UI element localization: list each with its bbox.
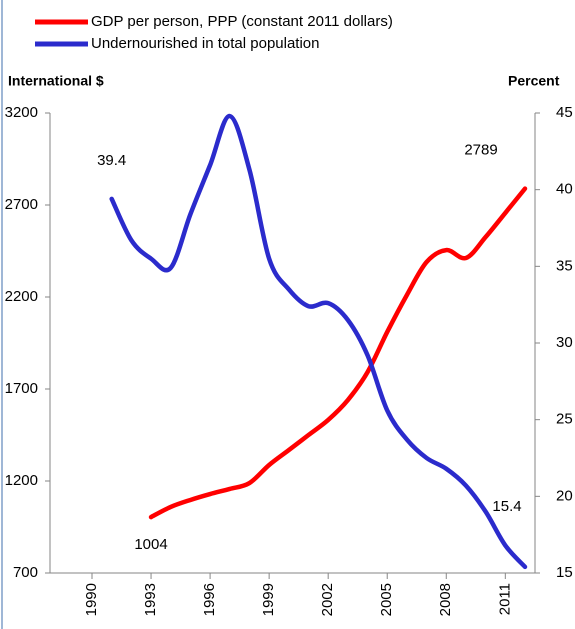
- y-tick-label: 1700: [5, 380, 38, 397]
- x-tick-label: 1999: [260, 583, 277, 616]
- y-axis-title: International $: [8, 73, 104, 89]
- y-tick-label: 700: [13, 564, 38, 581]
- data-line: [109, 113, 528, 570]
- y2-tick-label: 30: [556, 334, 573, 351]
- y2-tick-label: 35: [556, 257, 573, 274]
- y2-tick-label: 15: [556, 564, 573, 581]
- x-tick-label: 2008: [437, 583, 454, 616]
- data-line: [148, 186, 528, 520]
- x-tick-label: 1993: [142, 583, 159, 616]
- data-label: 1004: [134, 536, 167, 553]
- y2-tick-label: 25: [556, 411, 573, 428]
- y2-tick-label: 40: [556, 181, 573, 198]
- y-tick-label: 3200: [5, 104, 38, 121]
- legend-label: GDP per person, PPP (constant 2011 dolla…: [91, 13, 393, 30]
- x-tick-label: 1990: [83, 583, 100, 616]
- legend-label: Undernourished in total population: [91, 35, 320, 52]
- y2-axis-title: Percent: [508, 73, 560, 89]
- y-tick-label: 2200: [5, 288, 38, 305]
- x-tick-label: 1996: [201, 583, 218, 616]
- x-tick-label: 2002: [319, 583, 336, 616]
- data-label: 15.4: [492, 498, 521, 515]
- data-label: 2789: [464, 142, 497, 159]
- y-tick-label: 2700: [5, 196, 38, 213]
- x-tick-label: 2005: [378, 583, 395, 616]
- y2-tick-label: 20: [556, 487, 573, 504]
- y2-tick-label: 45: [556, 104, 573, 121]
- y-tick-label: 1200: [5, 472, 38, 489]
- x-tick-label: 2011: [496, 583, 513, 615]
- data-label: 39.4: [97, 152, 126, 169]
